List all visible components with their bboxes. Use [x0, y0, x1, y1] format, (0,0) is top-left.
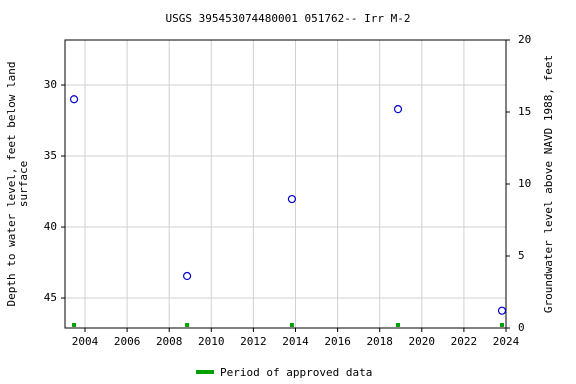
data-point	[393, 105, 403, 114]
y-tick-label: 35	[44, 149, 57, 162]
x-tick-label: 2022	[451, 335, 478, 348]
approved-period	[185, 323, 190, 327]
y-axis-label: surface	[17, 161, 30, 207]
x-tick-label: 2020	[409, 335, 436, 348]
x-tick-label: 2008	[156, 335, 183, 348]
approved-period	[289, 323, 294, 327]
y2-tick-label: 20	[518, 33, 531, 46]
y-tick-label: 45	[44, 291, 57, 304]
x-tick-label: 2018	[366, 335, 393, 348]
data-point	[497, 306, 507, 315]
y2-tick-label: 5	[518, 249, 525, 262]
data-point	[287, 194, 297, 204]
plot-frame	[64, 39, 507, 329]
chart-title: USGS 395453074480001 051762-- Irr M-2	[165, 12, 410, 25]
y-axis-label: Depth to water level, feet below land	[5, 61, 18, 306]
x-tick-label: 2014	[282, 335, 309, 348]
x-tick-label: 2006	[114, 335, 141, 348]
y2-tick-label: 10	[518, 177, 531, 190]
y2-axis-label: Groundwater level above NAVD 1988, feet	[542, 55, 555, 313]
data-point	[182, 271, 192, 281]
x-tick-label: 2012	[240, 335, 267, 348]
x-tick-label: 2010	[198, 335, 225, 348]
y-tick-label: 40	[44, 220, 57, 233]
x-tick-label: 2024	[493, 335, 520, 348]
x-tick-label: 2016	[324, 335, 351, 348]
y-tick-label: 30	[44, 78, 57, 91]
approved-period	[72, 323, 77, 327]
data-point	[69, 95, 79, 104]
approved-period	[396, 323, 401, 327]
x-tick-label: 2004	[72, 335, 99, 348]
y2-tick-label: 0	[518, 321, 525, 334]
approved-period	[500, 323, 505, 327]
legend-label: Period of approved data	[220, 366, 372, 379]
y2-tick-label: 15	[518, 105, 531, 118]
